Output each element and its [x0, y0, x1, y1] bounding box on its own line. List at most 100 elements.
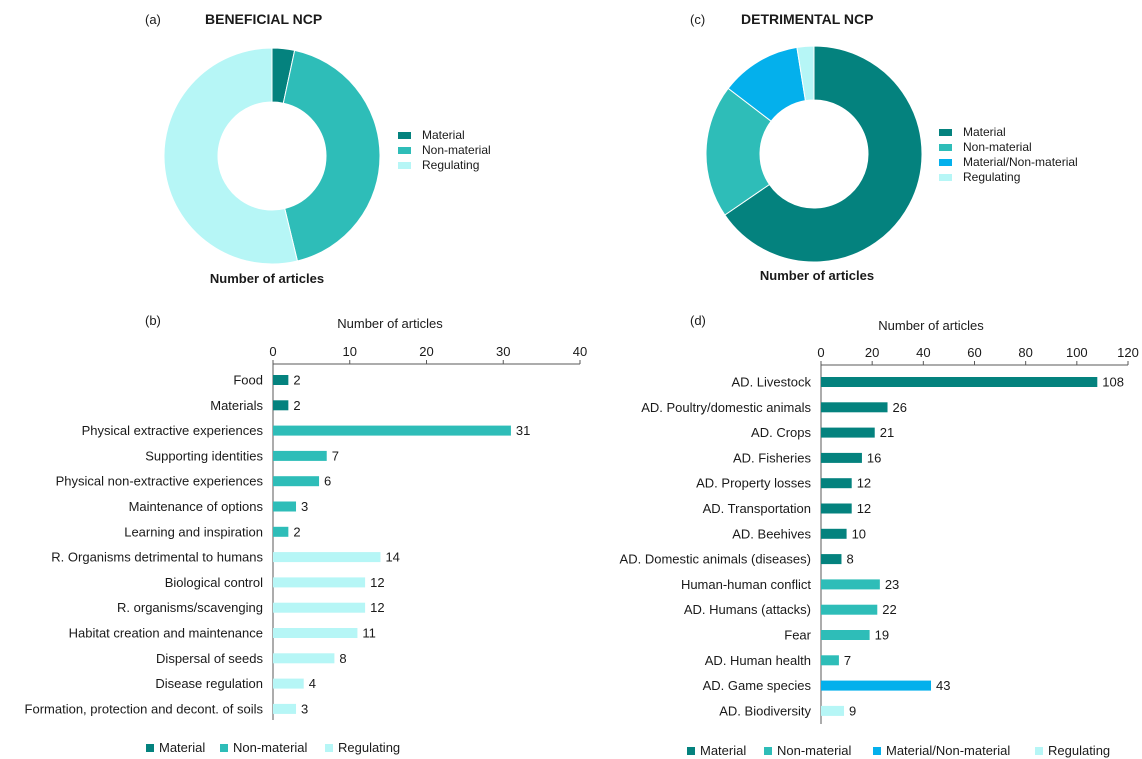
bar-physical-extractive-experiences	[273, 425, 511, 436]
legend-label-material-non-material: Material/Non-material	[886, 743, 1010, 758]
data-label: 8	[846, 552, 853, 567]
legend-swatch-non-material	[398, 147, 411, 154]
panel-a-label: (a)	[145, 12, 161, 27]
category-label: AD. Human health	[705, 653, 811, 668]
data-label: 11	[362, 626, 376, 641]
data-label: 4	[309, 676, 316, 691]
legend-swatch-regulating	[1035, 747, 1043, 755]
category-label: AD. Poultry/domestic animals	[641, 400, 811, 415]
data-label: 21	[880, 425, 894, 440]
panel-c-title: DETRIMENTAL NCP	[741, 11, 873, 27]
bar-fear	[821, 630, 870, 640]
data-label: 7	[332, 448, 339, 463]
panel-b-label: (b)	[145, 313, 161, 328]
bar-ad-biodiversity	[821, 705, 845, 716]
category-label: AD. Domestic animals (diseases)	[620, 552, 811, 567]
data-label: 12	[857, 501, 871, 516]
category-label: AD. Livestock	[732, 375, 812, 390]
panel-d-bar-chart: (d) Number of articles 0 20 40 60 80 100 120 AD…	[620, 313, 1139, 758]
data-label: 9	[849, 703, 856, 718]
x-tick-label: 20	[419, 344, 433, 359]
data-label: 12	[370, 600, 384, 615]
data-label: 3	[301, 701, 308, 716]
category-label: Human-human conflict	[681, 577, 811, 592]
legend-label-regulating: Regulating	[963, 170, 1020, 184]
legend-swatch-material	[398, 132, 411, 139]
bar-b-legend: Material Non-material Regulating	[146, 740, 400, 755]
category-label: AD. Property losses	[696, 476, 811, 491]
bar-physical-non-extractive-experiences	[273, 476, 320, 487]
legend-label-non-material: Non-material	[963, 140, 1032, 154]
category-label: Habitat creation and maintenance	[69, 626, 263, 641]
bar-b-axis-title: Number of articles	[337, 316, 443, 331]
bar-food	[273, 375, 289, 385]
legend-swatch-material-non-material	[873, 747, 881, 755]
data-label: 23	[885, 577, 899, 592]
legend-swatch-non-material	[220, 744, 228, 752]
legend-label-material-non-material: Material/Non-material	[963, 155, 1078, 169]
legend-label-material: Material	[963, 125, 1006, 139]
x-tick-label: 80	[1018, 345, 1032, 360]
category-label: AD. Humans (attacks)	[684, 602, 811, 617]
category-label: Disease regulation	[155, 676, 263, 691]
category-label: Food	[233, 373, 263, 388]
x-tick-label: 40	[573, 344, 587, 359]
bar-ad-beehives	[821, 528, 847, 539]
x-tick-label: 0	[269, 344, 276, 359]
legend-swatch-non-material	[939, 144, 952, 151]
x-tick-label: 120	[1117, 345, 1139, 360]
panel-c-donut-chart: (c) DETRIMENTAL NCP Number of articles M…	[690, 11, 1078, 283]
panel-c-label: (c)	[690, 12, 705, 27]
category-label: Formation, protection and decont. of soi…	[25, 701, 264, 716]
category-label: AD. Biodiversity	[719, 703, 811, 718]
legend-swatch-material	[146, 744, 154, 752]
legend-swatch-material	[687, 747, 695, 755]
donut-a-slices	[163, 47, 381, 265]
data-label: 8	[339, 651, 346, 666]
data-label: 3	[301, 499, 308, 514]
bar-human-human-conflict	[821, 579, 880, 590]
category-label: Maintenance of options	[129, 499, 264, 514]
category-label: AD. Transportation	[703, 501, 811, 516]
data-label: 2	[293, 398, 300, 413]
legend-label-non-material: Non-material	[422, 143, 491, 157]
data-label: 43	[936, 678, 950, 693]
legend-label-material: Material	[700, 743, 746, 758]
data-label: 12	[370, 575, 384, 590]
data-label: 2	[293, 524, 300, 539]
legend-label-non-material: Non-material	[233, 740, 308, 755]
donut-c-legend: MaterialNon-materialMaterial/Non-materia…	[939, 125, 1078, 184]
bar-ad-game-species	[821, 680, 932, 691]
category-label: R. Organisms detrimental to humans	[51, 550, 263, 565]
category-label: Dispersal of seeds	[156, 651, 263, 666]
panel-a-donut-chart: (a) BENEFICIAL NCP Number of articles Ma…	[145, 11, 491, 286]
category-label: Learning and inspiration	[124, 524, 263, 539]
bar-ad-livestock	[821, 377, 1098, 387]
bar-habitat-creation-and-maintenance	[273, 628, 358, 638]
bar-d-legend: Material Non-material Material/Non-materia…	[687, 743, 1110, 758]
category-label: AD. Game species	[703, 678, 812, 693]
category-label: Biological control	[165, 575, 263, 590]
donut-slice-regulating	[163, 47, 299, 265]
category-label: Materials	[210, 398, 263, 413]
bar-ad-fisheries	[821, 452, 862, 463]
legend-swatch-material	[939, 129, 952, 136]
donut-c-slices	[705, 45, 923, 263]
category-label: AD. Fisheries	[733, 450, 812, 465]
legend-swatch-non-material	[764, 747, 772, 755]
bar-materials	[273, 400, 289, 411]
x-tick-label: 10	[343, 344, 357, 359]
x-tick-label: 100	[1066, 345, 1088, 360]
donut-slice-non-material	[282, 49, 381, 262]
legend-label-regulating: Regulating	[1048, 743, 1110, 758]
bar-b-plot: 0 10 20 30 40 Food 2 Materials 2 Physical extract…	[25, 344, 587, 720]
donut-c-caption: Number of articles	[760, 268, 874, 283]
bar-ad-domestic-animals-diseases	[821, 554, 842, 565]
category-label: AD. Crops	[751, 425, 811, 440]
data-label: 31	[516, 423, 530, 438]
x-tick-label: 30	[496, 344, 510, 359]
data-label: 19	[875, 628, 889, 643]
bar-r-organisms-scavenging	[273, 602, 366, 613]
